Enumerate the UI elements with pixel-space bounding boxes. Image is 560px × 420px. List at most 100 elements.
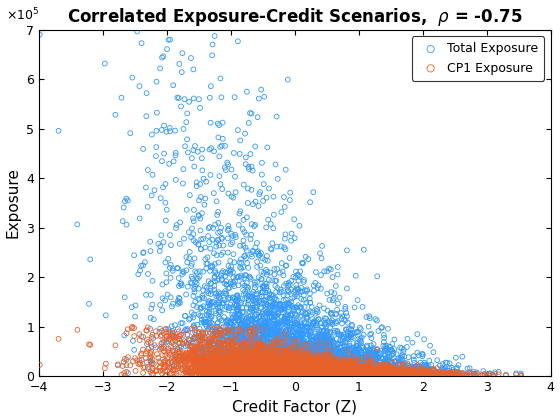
CP1 Exposure <box>200 350 209 357</box>
CP1 Exposure <box>403 360 412 367</box>
CP1 Exposure <box>382 371 391 378</box>
Total Exposure <box>175 60 184 67</box>
Total Exposure <box>288 341 297 347</box>
Total Exposure <box>382 372 391 378</box>
Total Exposure <box>373 364 382 371</box>
Total Exposure <box>292 318 301 324</box>
Total Exposure <box>278 342 287 349</box>
CP1 Exposure <box>318 371 327 378</box>
CP1 Exposure <box>169 369 178 376</box>
Total Exposure <box>446 372 455 378</box>
CP1 Exposure <box>179 370 188 377</box>
Total Exposure <box>325 362 334 368</box>
CP1 Exposure <box>281 362 290 369</box>
Total Exposure <box>488 373 497 379</box>
Total Exposure <box>296 288 305 295</box>
Total Exposure <box>379 368 388 375</box>
CP1 Exposure <box>422 370 431 377</box>
Total Exposure <box>377 364 386 371</box>
Total Exposure <box>344 326 353 332</box>
CP1 Exposure <box>323 372 332 379</box>
CP1 Exposure <box>214 364 223 370</box>
Total Exposure <box>246 361 255 368</box>
Total Exposure <box>230 259 239 266</box>
Total Exposure <box>320 315 329 322</box>
Total Exposure <box>247 334 256 341</box>
Total Exposure <box>176 343 185 350</box>
CP1 Exposure <box>272 373 281 379</box>
CP1 Exposure <box>251 350 260 357</box>
CP1 Exposure <box>197 341 206 348</box>
CP1 Exposure <box>262 372 270 378</box>
CP1 Exposure <box>301 366 310 373</box>
CP1 Exposure <box>216 354 225 360</box>
Total Exposure <box>239 348 248 354</box>
Total Exposure <box>369 359 378 365</box>
Total Exposure <box>277 355 286 362</box>
CP1 Exposure <box>166 352 175 358</box>
CP1 Exposure <box>307 370 316 377</box>
CP1 Exposure <box>191 359 200 366</box>
CP1 Exposure <box>247 365 256 371</box>
Total Exposure <box>241 351 250 357</box>
Total Exposure <box>244 370 253 376</box>
Total Exposure <box>270 266 279 273</box>
CP1 Exposure <box>325 372 334 379</box>
Total Exposure <box>311 372 320 379</box>
Total Exposure <box>240 275 249 281</box>
Total Exposure <box>322 364 331 371</box>
CP1 Exposure <box>280 349 289 355</box>
CP1 Exposure <box>251 368 260 375</box>
CP1 Exposure <box>267 347 276 354</box>
CP1 Exposure <box>375 372 384 379</box>
Total Exposure <box>315 352 324 358</box>
Total Exposure <box>250 330 259 337</box>
Total Exposure <box>226 268 235 275</box>
Total Exposure <box>255 349 264 356</box>
Total Exposure <box>408 339 417 346</box>
Total Exposure <box>297 369 306 376</box>
CP1 Exposure <box>229 361 238 368</box>
Total Exposure <box>162 46 171 52</box>
Total Exposure <box>282 369 291 375</box>
Total Exposure <box>368 365 377 372</box>
CP1 Exposure <box>308 362 317 369</box>
Total Exposure <box>282 353 291 360</box>
Total Exposure <box>204 326 213 333</box>
Total Exposure <box>332 348 341 355</box>
Total Exposure <box>147 131 156 138</box>
Total Exposure <box>241 353 250 360</box>
Total Exposure <box>308 354 317 361</box>
Total Exposure <box>219 336 228 342</box>
CP1 Exposure <box>276 363 284 370</box>
CP1 Exposure <box>234 369 243 376</box>
Total Exposure <box>360 366 368 373</box>
Total Exposure <box>304 364 312 370</box>
Total Exposure <box>292 320 301 326</box>
CP1 Exposure <box>223 328 232 335</box>
CP1 Exposure <box>358 369 367 375</box>
Total Exposure <box>288 340 297 346</box>
CP1 Exposure <box>260 370 269 376</box>
CP1 Exposure <box>324 365 333 371</box>
CP1 Exposure <box>344 366 353 373</box>
CP1 Exposure <box>297 370 306 376</box>
CP1 Exposure <box>258 353 267 360</box>
Total Exposure <box>236 321 245 328</box>
CP1 Exposure <box>204 353 213 360</box>
CP1 Exposure <box>328 367 337 373</box>
CP1 Exposure <box>197 355 206 362</box>
Total Exposure <box>516 370 525 377</box>
Total Exposure <box>292 362 301 369</box>
CP1 Exposure <box>274 371 283 378</box>
CP1 Exposure <box>218 372 227 379</box>
Total Exposure <box>333 368 342 374</box>
CP1 Exposure <box>286 352 295 358</box>
Total Exposure <box>256 318 265 324</box>
CP1 Exposure <box>329 372 338 378</box>
Total Exposure <box>279 351 288 358</box>
CP1 Exposure <box>286 373 295 379</box>
Total Exposure <box>374 370 383 377</box>
Total Exposure <box>214 354 223 361</box>
Total Exposure <box>259 365 268 371</box>
